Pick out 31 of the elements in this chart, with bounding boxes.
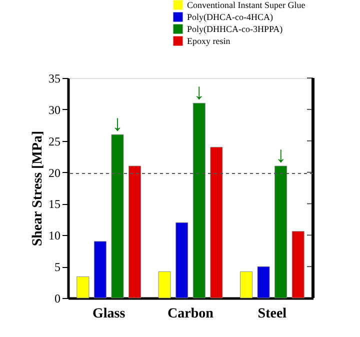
y-tick-label: 35 [48, 72, 60, 86]
y-axis-title: Shear Stress [MPa] [30, 130, 46, 246]
legend-label: Poly(DHHCA-co-3HPPA) [187, 24, 283, 34]
y-tick-label: 0 [54, 292, 60, 306]
x-tick-label: Steel [258, 306, 287, 322]
bar [257, 266, 270, 298]
bar [192, 102, 206, 298]
y-tick-label: 5 [54, 260, 60, 274]
bar [76, 276, 90, 298]
x-tick-label: Carbon [168, 306, 214, 322]
annotation: ↓ [112, 110, 123, 136]
x-tick-label: Glass [92, 306, 126, 322]
legend-label: Poly(DHCA-co-4HCA) [187, 12, 273, 22]
legend-label: Conventional Instant Super Glue [187, 0, 306, 10]
annotation: ↓ [275, 142, 286, 167]
y-tick-label: 10 [48, 228, 60, 243]
bar [240, 271, 252, 298]
annotation: ↓ [194, 79, 205, 104]
bar [111, 134, 124, 298]
bar [292, 231, 304, 298]
bar [128, 166, 142, 298]
bar [158, 271, 171, 298]
legend-label: Epoxy resin [187, 36, 231, 46]
bar [274, 166, 288, 298]
bar [94, 241, 106, 298]
y-tick-label: 15 [48, 197, 60, 212]
y-tick-label: 20 [48, 166, 60, 180]
y-tick-label: 25 [48, 134, 60, 148]
bar [210, 146, 223, 298]
y-tick-label: 30 [48, 102, 60, 117]
bar [176, 222, 188, 298]
